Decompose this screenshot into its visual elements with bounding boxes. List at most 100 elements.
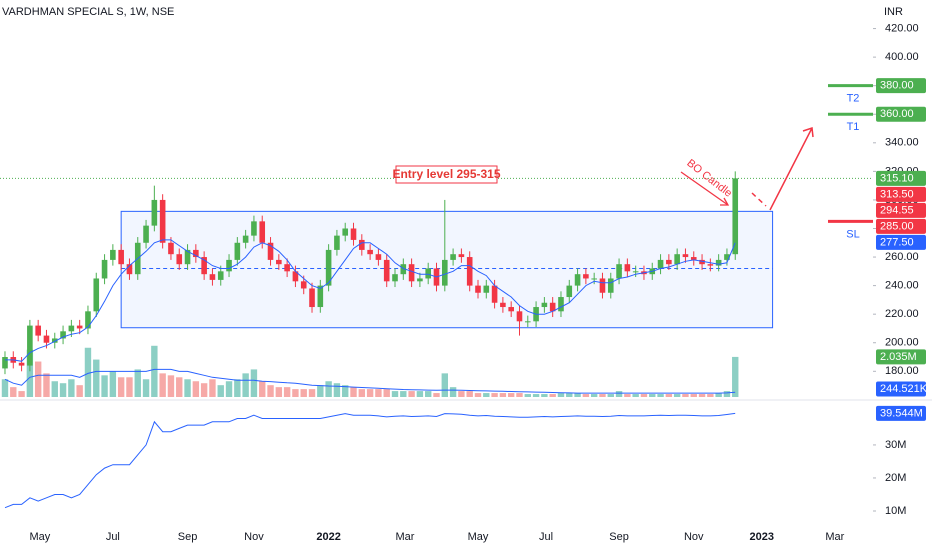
- volume-bar: [151, 345, 158, 397]
- candle-body: [234, 242, 241, 260]
- candle-body: [657, 259, 664, 269]
- y-tick-label: 400.00: [885, 51, 919, 63]
- volume-bar: [541, 394, 548, 397]
- volume-bar: [76, 385, 83, 397]
- volume-bar: [582, 394, 590, 397]
- candle-body: [76, 325, 83, 329]
- volume-bar: [358, 389, 366, 397]
- candle-body: [624, 264, 631, 272]
- candle-body: [367, 249, 373, 255]
- candle-body: [342, 228, 349, 236]
- candle-body: [217, 271, 224, 280]
- volume-bar: [117, 377, 125, 397]
- volume-bar: [34, 361, 42, 397]
- volume-bar: [433, 393, 440, 397]
- candle-body: [226, 259, 232, 272]
- candle-body: [408, 264, 415, 282]
- volume-bar: [657, 394, 664, 397]
- chart-title: VARDHMAN SPECIAL S, 1W, NSE: [2, 6, 174, 18]
- volume-bar: [599, 394, 606, 397]
- candle-body: [632, 271, 639, 273]
- x-tick-label: May: [468, 531, 489, 543]
- candle-body: [666, 259, 672, 265]
- volume-bar: [317, 385, 324, 397]
- candle-body: [27, 325, 33, 366]
- candle-body: [549, 302, 556, 312]
- volume-bar: [375, 389, 382, 397]
- volume-bar: [416, 391, 424, 397]
- volume-bar: [483, 393, 490, 397]
- volume-bar: [449, 387, 457, 397]
- volume-bar: [723, 391, 731, 397]
- candle-body: [475, 285, 481, 293]
- volume-bar: [698, 394, 706, 397]
- level-name: T1: [847, 121, 860, 133]
- price-tag-text: 277.50: [880, 236, 914, 248]
- volume-bar: [93, 359, 100, 397]
- volume-bar: [524, 394, 531, 397]
- target-arrow: [769, 126, 814, 211]
- volume-bar: [10, 387, 17, 397]
- candle-body: [43, 335, 50, 343]
- candle-body: [35, 325, 41, 336]
- volume-bar: [333, 383, 341, 397]
- candle-body: [2, 357, 8, 369]
- volume-bar: [682, 394, 689, 397]
- volume-bar: [342, 385, 349, 397]
- price-ma: [5, 239, 736, 362]
- x-tick-label: Mar: [825, 531, 844, 543]
- level-tag-text: 360.00: [880, 108, 914, 120]
- candle-body: [259, 221, 266, 243]
- candle-body: [101, 259, 108, 279]
- volume-bar: [391, 391, 399, 397]
- volume-ma-tag-text: 244.521K: [880, 383, 928, 395]
- candle-body: [151, 199, 158, 226]
- breakout-arrow: [680, 171, 730, 206]
- candle-body: [251, 221, 257, 236]
- volume-bar: [532, 394, 540, 397]
- last-price-tag-text: 315.10: [880, 172, 914, 184]
- volume-bar: [267, 385, 274, 397]
- volume-bar: [142, 379, 150, 397]
- candle-body: [93, 278, 100, 312]
- volume-bar: [400, 391, 407, 397]
- volume-bar: [649, 394, 656, 397]
- volume-ma: [4, 368, 736, 394]
- y-tick-label: 260.00: [885, 251, 919, 263]
- volume-bar: [491, 393, 498, 397]
- candle-body: [500, 302, 506, 308]
- price-tag: [876, 202, 926, 218]
- level-tag: [876, 218, 926, 234]
- volume-bar: [159, 373, 166, 397]
- candle-body: [350, 228, 357, 240]
- candle-body: [168, 242, 174, 255]
- candle-body: [159, 199, 166, 243]
- volume-ma-tag: [876, 381, 926, 397]
- volume-bar: [425, 391, 432, 397]
- x-tick-label: 2023: [750, 531, 774, 543]
- candle-body: [118, 249, 124, 265]
- volume-bar: [408, 391, 415, 397]
- candle-body: [715, 259, 722, 266]
- volume-bar: [607, 394, 614, 397]
- candle-body: [524, 321, 531, 323]
- candle-body: [126, 264, 133, 275]
- volume-bar: [715, 393, 722, 397]
- volume-bar: [383, 389, 390, 397]
- volume-bar: [707, 394, 714, 397]
- volume-bar: [732, 356, 739, 397]
- volume-bar: [516, 393, 523, 397]
- candle-body: [193, 249, 199, 258]
- candle-body: [707, 264, 714, 266]
- volume-bar: [43, 373, 50, 397]
- volume-bar: [209, 379, 216, 397]
- volume-bar: [250, 369, 258, 397]
- volume-bar: [566, 393, 573, 397]
- axis-label: INR: [884, 6, 903, 18]
- indicator-tick-label: 30M: [885, 439, 906, 451]
- price-tag-text: 313.50: [880, 188, 914, 200]
- volume-bar: [615, 391, 623, 397]
- volume-bar: [300, 389, 307, 397]
- volume-tag-text: 2.035M: [880, 351, 917, 363]
